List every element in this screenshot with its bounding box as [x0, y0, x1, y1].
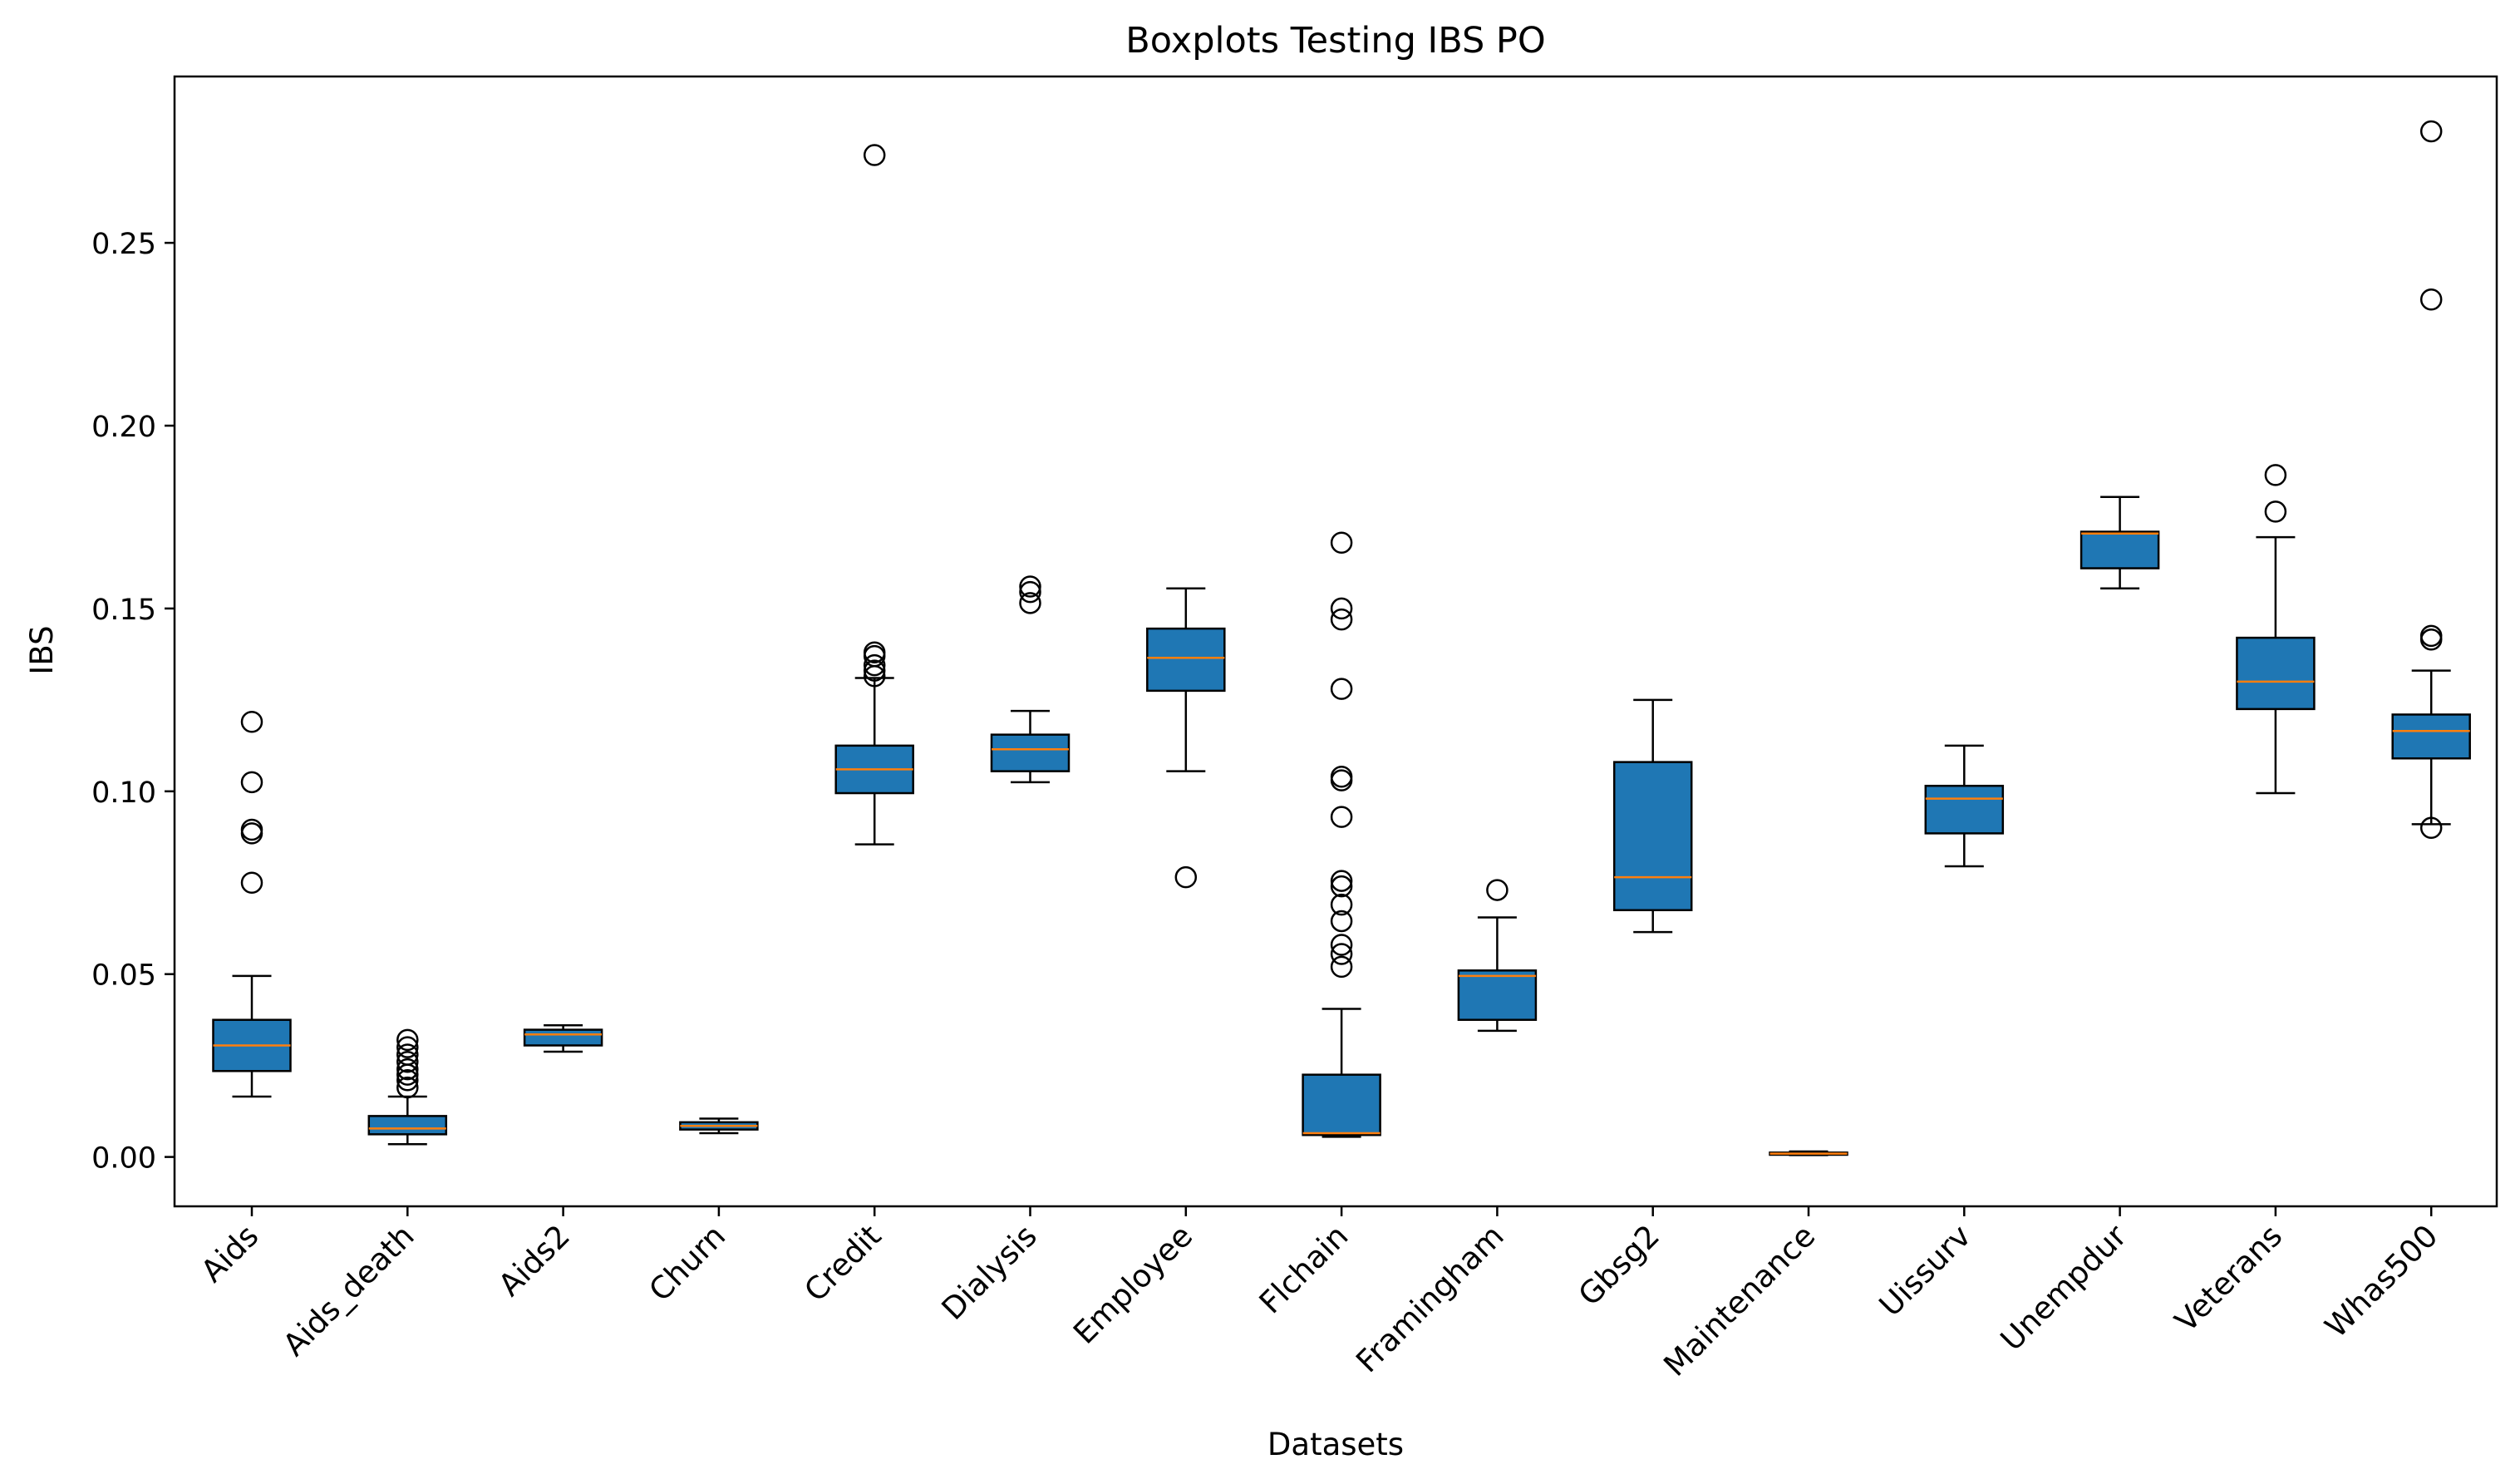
- x-tick-label: Flchain: [1253, 1218, 1356, 1321]
- x-tick-label: Gbsg2: [1572, 1218, 1666, 1313]
- iqr-box: [2391, 713, 2471, 760]
- boxplot-framingham: [1457, 879, 1538, 1033]
- outlier-point: [1019, 580, 1041, 604]
- x-tick-label: Maintenance: [1656, 1218, 1822, 1383]
- outlier-point: [1330, 955, 1353, 979]
- x-tick-label: Uissurv: [1873, 1218, 1978, 1324]
- outlier-point: [1330, 531, 1353, 555]
- x-tick-label: Aids_death: [276, 1218, 421, 1363]
- outlier-point: [1330, 608, 1353, 631]
- outlier-point: [1330, 875, 1353, 898]
- outlier-point: [863, 144, 886, 166]
- outlier-point: [2419, 624, 2443, 648]
- boxplot-gbsg2: [1612, 698, 1693, 934]
- outlier-point: [1330, 943, 1353, 965]
- outlier-point: [2419, 120, 2443, 143]
- chart-title: Boxplots Testing IBS PO: [1125, 20, 1545, 62]
- outlier-point: [240, 711, 263, 733]
- iqr-box: [367, 1115, 448, 1136]
- outlier-point: [2419, 288, 2443, 311]
- iqr-box: [1302, 1073, 1381, 1136]
- y-axis-label: IBS: [24, 625, 60, 674]
- y-tick-label: 0.00: [91, 1142, 156, 1176]
- iqr-box: [1924, 784, 2005, 835]
- outlier-point: [2419, 816, 2443, 840]
- box-series: [212, 120, 2471, 1156]
- outlier-point: [2264, 500, 2287, 523]
- x-axis: Aids Aids_death Aids2 Churn Credit Dialysis Em…: [194, 1206, 2445, 1383]
- outlier-point: [396, 1036, 419, 1058]
- outlier-point: [396, 1051, 419, 1073]
- x-tick-label: Veterans: [2168, 1218, 2290, 1339]
- boxplot-credit: [834, 144, 914, 846]
- outlier-point: [1174, 865, 1198, 889]
- outlier-point: [396, 1043, 419, 1066]
- y-tick-label: 0.25: [91, 228, 156, 261]
- boxplot-aids: [212, 711, 292, 1098]
- boxplot-churn: [679, 1117, 759, 1135]
- outlier-point: [1330, 870, 1353, 892]
- boxplot-employee: [1146, 587, 1226, 889]
- outlier-point: [1486, 879, 1509, 901]
- iqr-box: [2236, 636, 2316, 711]
- plot-frame: [173, 75, 2498, 1208]
- outlier-point: [863, 659, 886, 682]
- y-axis: 0.00 0.05 0.10 0.15 0.20 0.25: [91, 228, 175, 1176]
- iqr-box: [1146, 627, 1226, 693]
- x-axis-label: Datasets: [1267, 1427, 1404, 1462]
- outlier-point: [240, 871, 263, 895]
- boxplot-uissurv: [1924, 744, 2005, 868]
- iqr-box: [1457, 969, 1538, 1021]
- x-tick-label: Framingham: [1349, 1218, 1510, 1379]
- boxplot-dialysis: [990, 575, 1071, 784]
- outlier-point: [396, 1069, 419, 1092]
- outlier-point: [863, 653, 886, 677]
- outlier-point: [1330, 597, 1353, 620]
- outlier-point: [396, 1058, 419, 1081]
- boxplot-veterans: [2236, 464, 2316, 795]
- boxplot-flchain: [1302, 531, 1381, 1138]
- iqr-box: [523, 1028, 603, 1047]
- iqr-box: [1612, 761, 1693, 912]
- x-tick-label: Employee: [1066, 1218, 1199, 1351]
- outlier-point: [1330, 893, 1353, 916]
- x-tick-label: Aids2: [491, 1218, 576, 1303]
- outlier-point: [240, 771, 263, 794]
- y-tick-label: 0.05: [91, 959, 156, 993]
- x-tick-label: Credit: [797, 1218, 888, 1309]
- outlier-point: [396, 1076, 419, 1099]
- outlier-point: [1330, 910, 1353, 933]
- outlier-point: [2264, 464, 2287, 486]
- outlier-point: [1019, 575, 1041, 598]
- y-tick-label: 0.20: [91, 411, 156, 444]
- outlier-point: [240, 818, 263, 841]
- outlier-point: [1330, 678, 1353, 700]
- outlier-point: [1330, 765, 1353, 788]
- boxplot-whas500: [2391, 120, 2471, 840]
- boxplot-aids2: [523, 1024, 603, 1053]
- x-tick-label: Unempdur: [1994, 1217, 2134, 1358]
- boxplot-maintenance: [1769, 1150, 1848, 1156]
- outlier-point: [1330, 934, 1353, 956]
- iqr-box: [990, 733, 1071, 772]
- x-tick-label: Dialysis: [935, 1218, 1044, 1327]
- outlier-point: [1019, 592, 1041, 614]
- x-tick-label: Whas500: [2318, 1218, 2444, 1344]
- iqr-box: [2079, 530, 2160, 569]
- boxplot-unempdur: [2079, 495, 2160, 589]
- outlier-point: [1330, 806, 1353, 828]
- x-tick-label: Aids: [194, 1218, 266, 1289]
- outlier-point: [396, 1028, 419, 1052]
- y-tick-label: 0.15: [91, 594, 156, 627]
- boxplot-aids-death: [367, 1028, 448, 1146]
- x-tick-label: Churn: [642, 1218, 733, 1309]
- y-tick-label: 0.10: [91, 777, 156, 810]
- outlier-point: [863, 641, 886, 663]
